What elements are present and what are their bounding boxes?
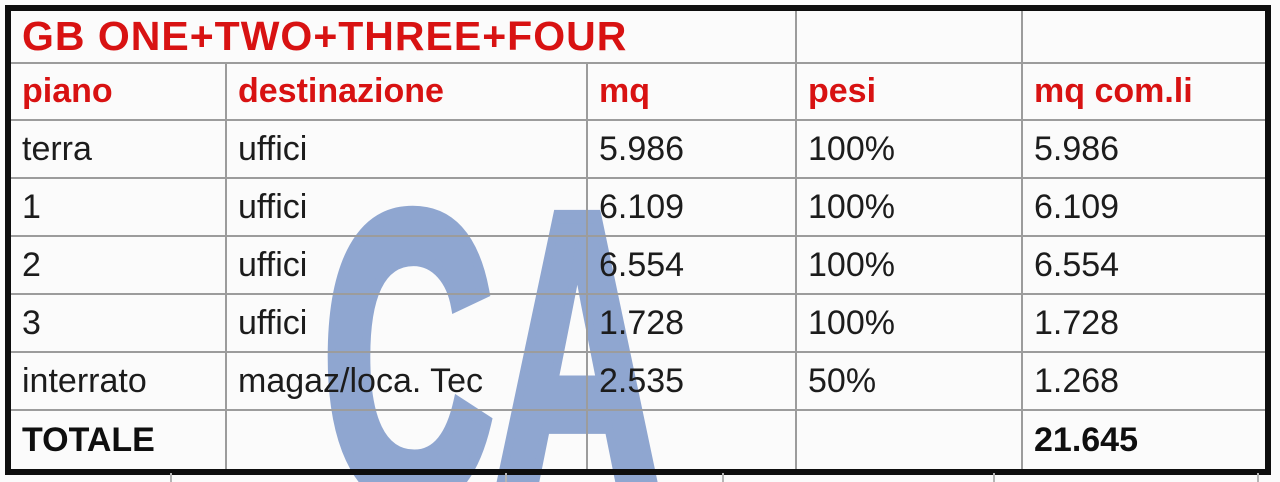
gridline-stub [993, 473, 995, 482]
cell-destinazione[interactable]: uffici [227, 237, 588, 295]
cell-piano[interactable]: interrato [11, 353, 227, 411]
cell-mq[interactable]: 2.535 [588, 353, 797, 411]
cell-piano[interactable]: 2 [11, 237, 227, 295]
cell-mq-comli[interactable]: 1.728 [1023, 295, 1265, 353]
table-title-cell[interactable]: GB ONE+TWO+THREE+FOUR [11, 11, 797, 64]
cell-mq-comli[interactable]: 6.554 [1023, 237, 1265, 295]
total-empty-pesi-cell[interactable] [797, 411, 1023, 469]
total-empty-destinazione-cell[interactable] [227, 411, 588, 469]
cell-destinazione[interactable]: uffici [227, 295, 588, 353]
cell-mq-comli[interactable]: 6.109 [1023, 179, 1265, 237]
gridline-stub [722, 473, 724, 482]
title-row-empty-mqcomli-cell[interactable] [1023, 11, 1265, 64]
cell-pesi[interactable]: 100% [797, 179, 1023, 237]
cell-destinazione[interactable]: uffici [227, 179, 588, 237]
cell-mq[interactable]: 6.109 [588, 179, 797, 237]
total-mq-comli-cell[interactable]: 21.645 [1034, 420, 1138, 459]
column-header-destinazione[interactable]: destinazione [227, 64, 588, 121]
cell-pesi[interactable]: 100% [797, 237, 1023, 295]
gridline-stub [170, 473, 172, 482]
column-header-mq[interactable]: mq [588, 64, 797, 121]
column-header-mq-comli[interactable]: mq com.li [1023, 64, 1265, 121]
cell-mq-comli[interactable]: 1.268 [1023, 353, 1265, 411]
cell-pesi[interactable]: 100% [797, 295, 1023, 353]
total-empty-mq-cell[interactable] [588, 411, 797, 469]
data-table: GB ONE+TWO+THREE+FOUR piano destinazione… [5, 5, 1271, 475]
cell-mq[interactable]: 6.554 [588, 237, 797, 295]
cell-piano[interactable]: terra [11, 121, 227, 179]
cell-destinazione[interactable]: magaz/loca. Tec [227, 353, 588, 411]
cell-piano[interactable]: 3 [11, 295, 227, 353]
cell-pesi[interactable]: 50% [797, 353, 1023, 411]
cell-mq-comli[interactable]: 5.986 [1023, 121, 1265, 179]
column-header-pesi[interactable]: pesi [797, 64, 1023, 121]
cell-destinazione[interactable]: uffici [227, 121, 588, 179]
column-header-piano[interactable]: piano [11, 64, 227, 121]
cell-pesi[interactable]: 100% [797, 121, 1023, 179]
cell-mq[interactable]: 5.986 [588, 121, 797, 179]
cell-mq[interactable]: 1.728 [588, 295, 797, 353]
cell-piano[interactable]: 1 [11, 179, 227, 237]
gridline-stub [1257, 473, 1259, 482]
total-label-cell[interactable]: TOTALE [11, 411, 227, 469]
watermark-ca: CA [318, 128, 667, 482]
gridline-stub [505, 473, 507, 482]
title-row-empty-pesi-cell[interactable] [797, 11, 1023, 64]
